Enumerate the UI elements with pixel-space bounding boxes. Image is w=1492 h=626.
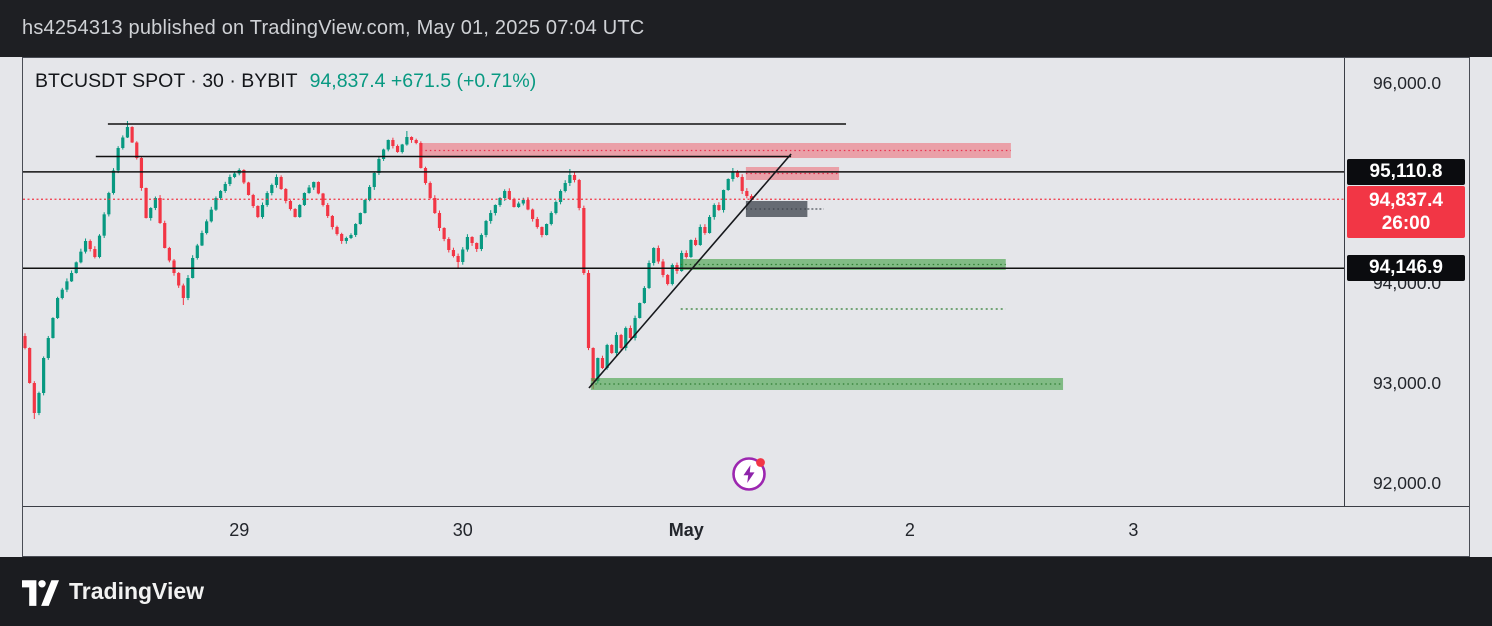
x-axis-label: 29	[229, 520, 250, 540]
time-axis[interactable]: 29 30 May 2 3	[23, 506, 1469, 556]
tradingview-logo-icon	[22, 580, 59, 606]
publish-info-text: hs4254313 published on TradingView.com, …	[22, 17, 645, 39]
tradingview-flash-icon[interactable]	[727, 452, 771, 496]
last-price-value: 94,837.4	[1369, 190, 1443, 212]
tradingview-brand-text: TradingView	[69, 578, 205, 604]
flash-icon-graphic	[732, 457, 766, 491]
chart-widget: BTCUSDT SPOT · 30 · BYBIT 94,837.4 +671.5…	[22, 57, 1470, 557]
candlestick-series	[23, 121, 754, 419]
bar-countdown: 26:00	[1381, 213, 1431, 235]
publish-header-bar: hs4254313 published on TradingView.com, …	[0, 0, 1492, 57]
neutral-gray-zone[interactable]	[745, 201, 808, 217]
supply-zone-lower[interactable]	[745, 167, 840, 180]
footer-bar: TradingView	[0, 557, 1492, 626]
x-axis-label: May	[668, 520, 704, 540]
chart-plot-area[interactable]: BTCUSDT SPOT · 30 · BYBIT 94,837.4 +671.5…	[23, 58, 1344, 506]
tradingview-logo[interactable]: TradingView	[22, 577, 204, 606]
y-axis-label: 96,000.0	[1372, 73, 1442, 93]
x-axis-label: 3	[1128, 520, 1139, 540]
y-axis-label: 92,000.0	[1372, 473, 1442, 493]
x-axis-label: 2	[904, 520, 915, 540]
level-price-label: 94,146.9	[1347, 255, 1465, 282]
candlestick-chart[interactable]	[23, 58, 1344, 506]
demand-zone-lower[interactable]	[590, 378, 1064, 390]
x-axis-label: 30	[452, 520, 473, 540]
y-axis-label: 93,000.0	[1372, 373, 1442, 393]
price-scale[interactable]: 96,000.0 94,000.0 93,000.0 92,000.0 95,110.8…	[1344, 58, 1469, 506]
last-price-label: 94,837.4 26:00	[1347, 186, 1465, 239]
symbol-title[interactable]: BTCUSDT SPOT · 30 · BYBIT	[35, 70, 298, 92]
trendline[interactable]	[588, 153, 792, 389]
level-price-label: 95,110.8	[1347, 158, 1465, 185]
supply-zone-upper[interactable]	[420, 143, 1011, 158]
symbol-legend[interactable]: BTCUSDT SPOT · 30 · BYBIT 94,837.4 +671.5…	[35, 70, 536, 93]
last-price-change-text: 94,837.4 +671.5 (+0.71%)	[309, 70, 537, 92]
